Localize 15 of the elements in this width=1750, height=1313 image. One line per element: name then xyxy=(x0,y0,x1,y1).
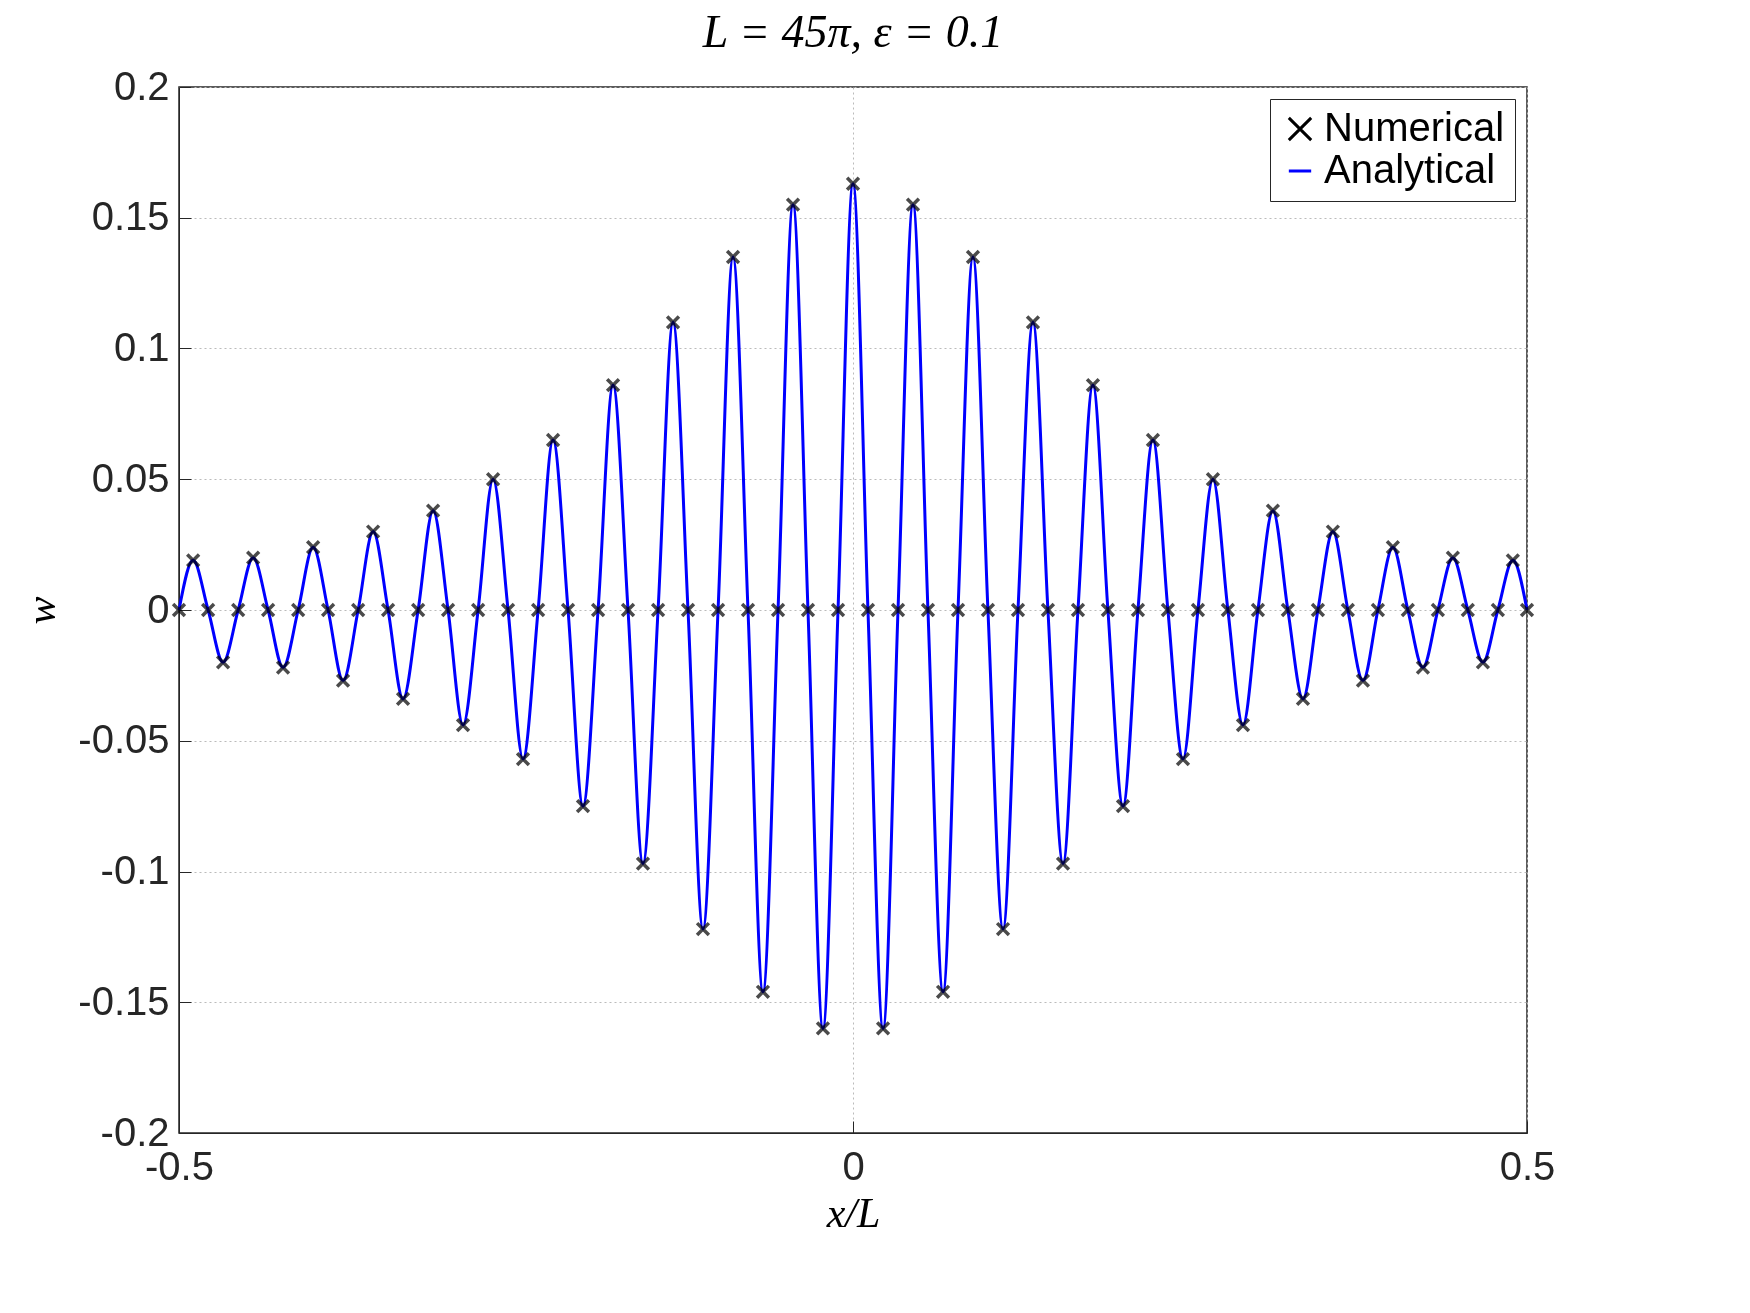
y-tick-label: -0.05 xyxy=(78,717,170,762)
legend-label: Numerical xyxy=(1324,105,1505,149)
y-tick-label: 0 xyxy=(147,586,170,631)
x-tick-label: 0 xyxy=(842,1143,865,1188)
y-axis-title: w xyxy=(18,596,65,625)
x-tick-label: 0.5 xyxy=(1499,1143,1556,1188)
y-tick-label: 0.1 xyxy=(113,325,170,369)
y-tick-label: 0.05 xyxy=(91,455,170,500)
y-tick-label: -0.15 xyxy=(78,978,170,1023)
y-tick-label: 0.2 xyxy=(113,63,170,108)
y-tick-label: -0.1 xyxy=(100,848,170,892)
chart-title: L = 45π, ε = 0.1 xyxy=(701,6,1004,57)
legend-label: Analytical xyxy=(1324,147,1496,191)
x-axis-title: x/L xyxy=(825,1189,881,1236)
y-tick-label: 0.15 xyxy=(91,194,170,239)
